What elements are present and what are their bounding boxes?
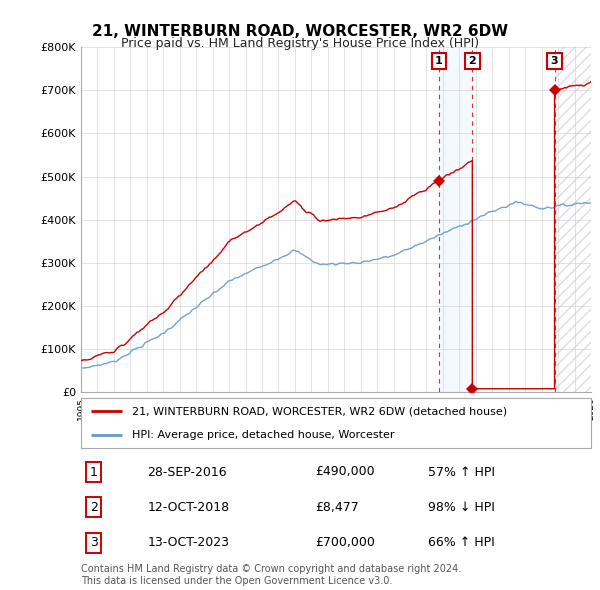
Text: 1: 1 [435, 56, 443, 66]
Text: Price paid vs. HM Land Registry's House Price Index (HPI): Price paid vs. HM Land Registry's House … [121, 37, 479, 50]
Text: 57% ↑ HPI: 57% ↑ HPI [428, 466, 495, 478]
Text: 2: 2 [90, 501, 98, 514]
Text: HPI: Average price, detached house, Worcester: HPI: Average price, detached house, Worc… [132, 430, 395, 440]
Text: 66% ↑ HPI: 66% ↑ HPI [428, 536, 494, 549]
Bar [439, 47, 472, 392]
Text: 28-SEP-2016: 28-SEP-2016 [148, 466, 227, 478]
Text: 1: 1 [90, 466, 98, 478]
Text: 12-OCT-2018: 12-OCT-2018 [148, 501, 229, 514]
Text: 13-OCT-2023: 13-OCT-2023 [148, 536, 229, 549]
Text: 21, WINTERBURN ROAD, WORCESTER, WR2 6DW (detached house): 21, WINTERBURN ROAD, WORCESTER, WR2 6DW … [132, 407, 507, 417]
Text: Contains HM Land Registry data © Crown copyright and database right 2024.
This d: Contains HM Land Registry data © Crown c… [81, 564, 461, 586]
Text: £490,000: £490,000 [316, 466, 375, 478]
Bar [554, 47, 591, 392]
Text: 3: 3 [90, 536, 98, 549]
Text: £700,000: £700,000 [316, 536, 376, 549]
Text: 21, WINTERBURN ROAD, WORCESTER, WR2 6DW: 21, WINTERBURN ROAD, WORCESTER, WR2 6DW [92, 24, 508, 38]
Text: 98% ↓ HPI: 98% ↓ HPI [428, 501, 494, 514]
Text: £8,477: £8,477 [316, 501, 359, 514]
Text: 2: 2 [469, 56, 476, 66]
Text: 3: 3 [551, 56, 559, 66]
